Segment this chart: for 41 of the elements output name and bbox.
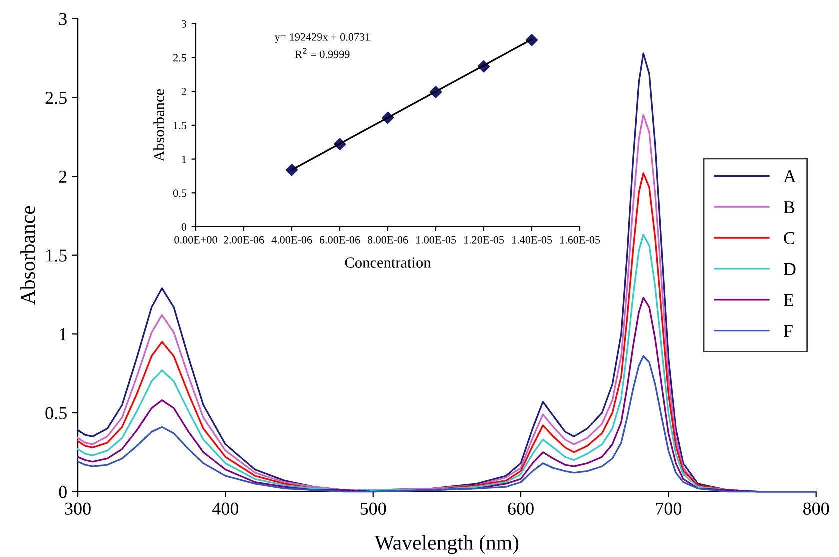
- y-tick-label: 1.5: [46, 250, 67, 262]
- x-axis-title: Concentration: [345, 258, 432, 268]
- x-tick-label: 0.00E+00: [174, 236, 218, 244]
- y-tick-label: 2.5: [174, 54, 187, 62]
- y-tick-label: 2.5: [46, 92, 67, 104]
- legend-label: C: [784, 232, 794, 244]
- annotation: y= 192429x + 0.0731: [274, 33, 370, 44]
- x-tick-label: 1.00E-05: [416, 236, 456, 244]
- y-tick-label: 3: [59, 13, 67, 26]
- x-tick-label: 800: [803, 502, 830, 515]
- y-tick-label: 3: [182, 20, 187, 28]
- legend-label: E: [784, 294, 794, 306]
- x-tick-label: 1.60E-05: [560, 236, 600, 244]
- x-tick-label: 8.00E-06: [368, 236, 408, 244]
- x-tick-label: 6.00E-06: [320, 236, 360, 244]
- legend-label: A: [784, 170, 796, 182]
- y-tick-label: 0.5: [46, 407, 67, 420]
- annotation: R$^{2}$ = 0.9999: [295, 48, 350, 58]
- y-tick-label: 2: [59, 170, 67, 183]
- y-tick-label: 2: [182, 88, 186, 96]
- x-tick-label: 500: [360, 502, 386, 515]
- x-tick-label: 700: [656, 502, 682, 515]
- y-axis-title: Absorbance: [20, 206, 36, 305]
- x-tick-label: 2.00E-06: [224, 236, 264, 244]
- x-axis-title: Wavelength (nm): [374, 535, 519, 554]
- x-tick-label: 1.20E-05: [464, 236, 504, 244]
- y-tick-label: 1.5: [174, 122, 187, 130]
- y-tick-label: 1: [60, 328, 67, 340]
- x-tick-label: 1.40E-05: [512, 236, 552, 244]
- x-tick-label: 600: [508, 502, 534, 515]
- legend-label: F: [784, 325, 793, 338]
- y-tick-label: 0.5: [173, 190, 187, 198]
- x-tick-label: 4.00E-06: [272, 236, 312, 244]
- y-tick-label: 0: [59, 486, 67, 498]
- y-tick-label: 0: [182, 223, 187, 231]
- legend-label: D: [784, 263, 796, 276]
- x-tick-label: 400: [212, 502, 239, 515]
- legend-label: B: [784, 202, 795, 214]
- y-tick-label: 1: [182, 156, 186, 164]
- x-tick-label: 300: [65, 502, 91, 515]
- y-axis-title: Absorbance: [154, 90, 164, 162]
